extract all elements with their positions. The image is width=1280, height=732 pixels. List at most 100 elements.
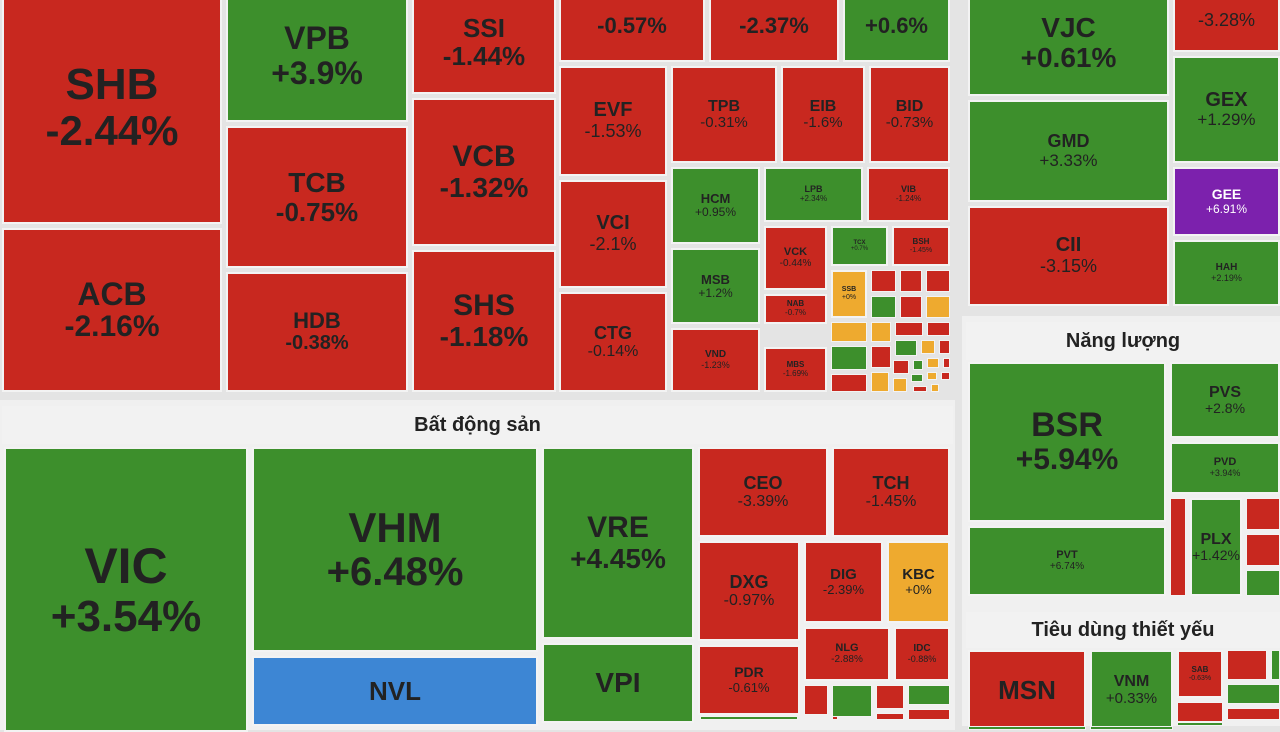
stock-tile[interactable]: IDC -0.88% bbox=[894, 627, 950, 681]
stock-tile-mini[interactable] bbox=[1090, 726, 1173, 730]
stock-tile[interactable]: GEE +6.91% bbox=[1173, 167, 1280, 236]
stock-tile-mini[interactable] bbox=[900, 270, 922, 292]
stock-tile-mini[interactable] bbox=[900, 296, 922, 318]
stock-tile-mini[interactable] bbox=[927, 322, 950, 336]
stock-tile-mini[interactable] bbox=[913, 360, 923, 370]
stock-tile-mini[interactable] bbox=[876, 685, 904, 709]
stock-tile[interactable]: GEX +1.29% bbox=[1173, 56, 1280, 163]
stock-tile-mini[interactable] bbox=[871, 322, 891, 342]
stock-tile[interactable]: VCK -0.44% bbox=[764, 226, 827, 290]
stock-tile[interactable]: -2.37% bbox=[709, 0, 839, 62]
stock-tile-mini[interactable] bbox=[908, 709, 950, 720]
stock-tile[interactable]: BSR +5.94% bbox=[968, 362, 1166, 522]
stock-tile-mini[interactable] bbox=[968, 726, 1086, 730]
stock-tile[interactable]: HDB -0.38% bbox=[226, 272, 408, 392]
stock-tile-mini[interactable] bbox=[911, 374, 923, 382]
stock-tile[interactable]: CTG -0.14% bbox=[559, 292, 667, 392]
stock-tile-mini[interactable] bbox=[804, 685, 828, 715]
stock-tile[interactable]: NLG -2.88% bbox=[804, 627, 890, 681]
stock-tile-mini[interactable] bbox=[1246, 534, 1280, 566]
stock-tile-mini[interactable] bbox=[832, 685, 872, 717]
stock-tile-mini[interactable] bbox=[895, 322, 923, 336]
stock-tile-mini[interactable] bbox=[831, 374, 867, 392]
stock-tile[interactable]: VPB +3.9% bbox=[226, 0, 408, 122]
stock-tile[interactable]: BSH -1.45% bbox=[892, 226, 950, 266]
stock-tile[interactable]: KBC +0% bbox=[887, 541, 950, 623]
stock-tile[interactable]: SHB -2.44% bbox=[2, 0, 222, 224]
stock-tile[interactable]: -3.28% bbox=[1173, 0, 1280, 52]
stock-tile-mini[interactable] bbox=[871, 372, 889, 392]
stock-tile[interactable]: PVS +2.8% bbox=[1170, 362, 1280, 438]
stock-tile-mini[interactable] bbox=[939, 340, 950, 354]
stock-tile[interactable]: MBS -1.69% bbox=[764, 347, 827, 392]
stock-tile-mini[interactable] bbox=[895, 340, 917, 356]
stock-tile[interactable]: CEO -3.39% bbox=[698, 447, 828, 537]
stock-tile[interactable]: BID -0.73% bbox=[869, 66, 950, 163]
stock-tile[interactable]: ACB -2.16% bbox=[2, 228, 222, 392]
stock-tile-mini[interactable] bbox=[1177, 722, 1223, 726]
stock-tile[interactable]: SSI -1.44% bbox=[412, 0, 556, 94]
stock-tile-mini[interactable] bbox=[926, 270, 950, 292]
stock-tile[interactable]: VIC +3.54% bbox=[4, 447, 248, 732]
stock-tile-mini[interactable] bbox=[921, 340, 935, 354]
stock-tile[interactable]: TPB -0.31% bbox=[671, 66, 777, 163]
stock-tile-mini[interactable] bbox=[539, 716, 541, 720]
stock-tile[interactable]: NAB -0.7% bbox=[764, 294, 827, 324]
stock-tile-mini[interactable] bbox=[831, 346, 867, 370]
stock-tile[interactable]: -0.57% bbox=[559, 0, 705, 62]
stock-tile-mini[interactable] bbox=[1227, 650, 1267, 680]
stock-tile-mini[interactable] bbox=[926, 296, 950, 318]
stock-tile-mini[interactable] bbox=[931, 384, 939, 392]
stock-tile-mini[interactable] bbox=[832, 716, 838, 720]
stock-tile-mini[interactable] bbox=[927, 358, 939, 368]
stock-tile[interactable]: SAB -0.63% bbox=[1177, 650, 1223, 698]
stock-tile[interactable]: GMD +3.33% bbox=[968, 100, 1169, 202]
stock-tile-mini[interactable] bbox=[941, 372, 950, 380]
stock-tile[interactable]: HCM +0.95% bbox=[671, 167, 760, 244]
stock-tile[interactable]: MSN bbox=[968, 650, 1086, 730]
stock-tile[interactable]: VCI -2.1% bbox=[559, 180, 667, 288]
stock-tile-mini[interactable] bbox=[927, 372, 937, 380]
stock-tile[interactable]: PDR -0.61% bbox=[698, 645, 800, 715]
stock-tile[interactable]: SSB +0% bbox=[831, 270, 867, 318]
stock-tile[interactable]: VHM +6.48% bbox=[252, 447, 538, 652]
stock-tile-mini[interactable] bbox=[1227, 708, 1280, 720]
stock-tile[interactable]: LPB +2.34% bbox=[764, 167, 863, 222]
stock-tile[interactable]: VPI bbox=[542, 643, 694, 723]
stock-tile[interactable]: VIB -1.24% bbox=[867, 167, 950, 222]
stock-tile[interactable]: EIB -1.6% bbox=[781, 66, 865, 163]
stock-tile-mini[interactable] bbox=[893, 360, 909, 374]
stock-tile[interactable]: VND -1.23% bbox=[671, 328, 760, 392]
stock-tile[interactable]: VCB -1.32% bbox=[412, 98, 556, 246]
stock-tile-mini[interactable] bbox=[831, 322, 867, 342]
stock-tile-mini[interactable] bbox=[1246, 570, 1280, 596]
stock-tile-mini[interactable] bbox=[1271, 650, 1280, 680]
stock-tile-mini[interactable] bbox=[1246, 498, 1280, 530]
stock-tile[interactable]: PVD +3.94% bbox=[1170, 442, 1280, 494]
stock-tile-mini[interactable] bbox=[871, 270, 896, 292]
stock-tile[interactable]: CII -3.15% bbox=[968, 206, 1169, 306]
stock-tile[interactable]: VRE +4.45% bbox=[542, 447, 694, 639]
stock-tile-mini[interactable] bbox=[871, 346, 891, 368]
stock-tile-mini[interactable] bbox=[1177, 702, 1223, 722]
stock-tile-mini[interactable] bbox=[871, 296, 896, 318]
stock-tile[interactable]: MSB +1.2% bbox=[671, 248, 760, 324]
stock-tile-mini[interactable] bbox=[943, 358, 950, 368]
stock-tile[interactable]: PVT +6.74% bbox=[968, 526, 1166, 596]
stock-tile-mini[interactable] bbox=[893, 378, 907, 392]
stock-tile[interactable]: NVL bbox=[252, 656, 538, 726]
stock-tile[interactable]: SHS -1.18% bbox=[412, 250, 556, 392]
stock-tile[interactable]: TCH -1.45% bbox=[832, 447, 950, 537]
stock-tile-mini[interactable] bbox=[700, 716, 798, 720]
stock-tile[interactable]: VNM +0.33% bbox=[1090, 650, 1173, 730]
stock-tile-mini[interactable] bbox=[876, 713, 904, 720]
stock-tile-mini[interactable] bbox=[908, 685, 950, 705]
stock-tile[interactable]: DIG -2.39% bbox=[804, 541, 883, 623]
stock-tile[interactable]: TCX +0.7% bbox=[831, 226, 888, 266]
stock-tile[interactable]: PLX +1.42% bbox=[1190, 498, 1242, 596]
stock-tile[interactable]: +0.6% bbox=[843, 0, 950, 62]
stock-tile[interactable]: TCB -0.75% bbox=[226, 126, 408, 268]
stock-tile[interactable]: EVF -1.53% bbox=[559, 66, 667, 176]
stock-tile-mini[interactable] bbox=[913, 386, 927, 392]
stock-tile[interactable]: DXG -0.97% bbox=[698, 541, 800, 641]
